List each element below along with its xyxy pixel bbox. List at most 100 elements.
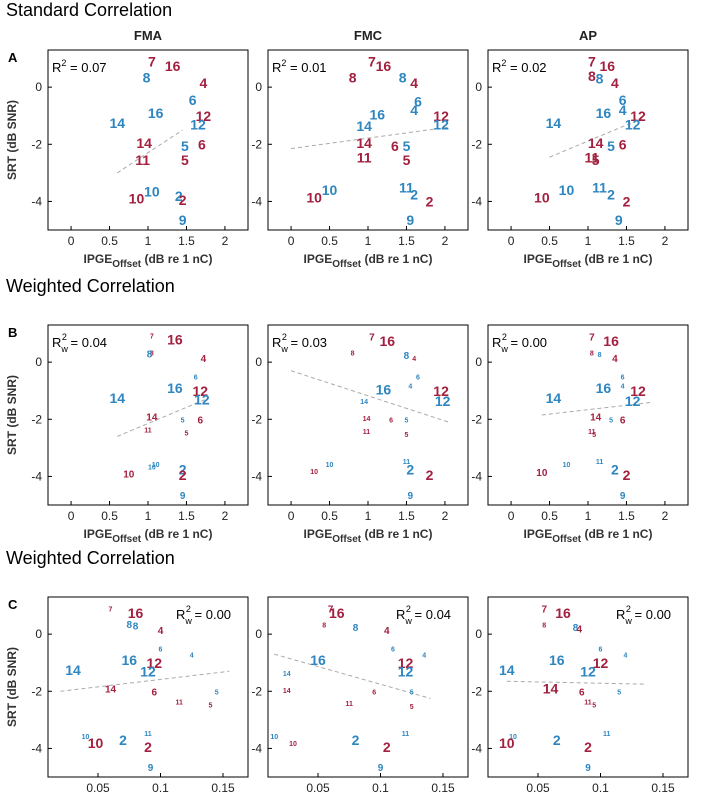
- plot-b-3-point-blue-8: 8: [598, 352, 602, 359]
- plot-a-3-trend-line: [549, 118, 643, 158]
- plot-c-3-trend-line: [506, 680, 645, 685]
- plot-a-3-point-blue-16: 16: [596, 105, 612, 121]
- plot-b-2-point-red-16: 16: [379, 333, 395, 349]
- plot-a-3-point-red-11: 11: [584, 149, 599, 165]
- plot-b-3-point-blue-10: 10: [563, 462, 571, 469]
- plot-c-3-point-red-10: 10: [499, 735, 515, 751]
- plot-a-2-point-red-2: 2: [426, 194, 434, 210]
- plot-c-1-ytick-label: -4: [31, 741, 42, 755]
- section-title-standard: Standard Correlation: [6, 0, 173, 20]
- plot-a-3-point-blue-4: 4: [619, 102, 627, 118]
- plot-c-1-point-red-2: 2: [144, 739, 152, 755]
- plot-c-3-xtick-label: 0.1: [592, 781, 609, 795]
- plot-c-1-point-red-5: 5: [209, 702, 213, 709]
- plot-c-1-point-blue-12: 12: [140, 663, 156, 679]
- plot-c-1-xtick-label: 0.05: [86, 781, 110, 795]
- plot-b-3-point-red-5: 5: [592, 432, 596, 439]
- plot-a-1-point-blue-12: 12: [190, 116, 206, 132]
- plot-b-1-point-blue-10: 10: [148, 465, 156, 472]
- plot-b-3-point-red-8: 8: [590, 350, 594, 357]
- plot-b-3-point-red-2: 2: [623, 467, 631, 483]
- plot-c-1-point-blue-14: 14: [65, 662, 81, 678]
- plot-b-1-point-red-8: 8: [150, 350, 154, 357]
- plot-c-1-point-blue-10: 10: [82, 734, 90, 741]
- plot-b-2-point-blue-14: 14: [360, 399, 368, 406]
- plot-c-3-point-blue-16: 16: [549, 652, 565, 668]
- plot-c-2-stat-label: Rw2 = 0.04: [396, 604, 451, 626]
- plot-b-1-point-blue-12: 12: [194, 391, 210, 407]
- plot-c-2-point-red-10: 10: [289, 741, 297, 748]
- y-axis-label: SRT (dB SNR): [5, 375, 19, 455]
- plot-a-2-point-red-12: 12: [433, 108, 449, 124]
- plot-b-2-ytick-label: 0: [255, 355, 262, 369]
- plot-c-3-point-red-8: 8: [542, 622, 546, 629]
- plot-b-2-point-blue-12: 12: [435, 393, 451, 409]
- plot-c-2-point-red-8: 8: [322, 622, 326, 629]
- plot-b-1-point-blue-14: 14: [109, 390, 125, 406]
- plot-b-2-point-blue-2: 2: [406, 461, 414, 477]
- plot-a-1-point-blue-9: 9: [179, 212, 187, 228]
- plot-b-1-point-blue-6: 6: [194, 375, 198, 382]
- plot-c-3-point-blue-6: 6: [599, 647, 603, 654]
- plot-b-1-point-red-7: 7: [150, 333, 154, 340]
- plot-c-1-xtick-label: 0.15: [211, 781, 235, 795]
- row-letter-b: B: [8, 325, 17, 340]
- plot-a-1-x-axis-label: IPGEOffset (dB re 1 nC): [84, 252, 213, 270]
- plot-b-3-xtick-label: 0.5: [541, 509, 558, 523]
- plot-c-2-trend-line: [274, 653, 431, 699]
- plot-a-3-point-red-4: 4: [611, 75, 619, 91]
- plot-b-1-point-blue-8: 8: [147, 350, 153, 361]
- plot-c-3-point-red-16: 16: [555, 605, 571, 621]
- plot-b-2-point-red-7: 7: [369, 332, 375, 343]
- plot-a-3-point-red-16: 16: [599, 58, 615, 74]
- plot-a-3-xtick-label: 0.5: [541, 234, 558, 248]
- plot-b-3-point-blue-14: 14: [546, 390, 562, 406]
- plot-b-3-point-red-16: 16: [603, 333, 619, 349]
- plot-a-2-point-blue-5: 5: [403, 138, 411, 154]
- plot-c-1-point-blue-2: 2: [119, 732, 127, 748]
- plot-c-3-point-blue-2: 2: [553, 732, 561, 748]
- plot-b-2-ytick-label: -4: [251, 469, 262, 483]
- plot-c-3-point-red-2: 2: [584, 739, 592, 755]
- plot-c-2-point-blue-6: 6: [391, 647, 395, 654]
- plot-b-2-point-red-11: 11: [363, 429, 371, 436]
- plot-a-2-trend-line: [291, 126, 449, 150]
- plot-a-3-point-red-7: 7: [588, 54, 596, 70]
- plot-a-3-point-red-6: 6: [619, 136, 627, 152]
- plot-b-1-xtick-label: 1: [145, 509, 152, 523]
- plot-b-3-axes-box: [487, 324, 689, 506]
- plot-a-1-point-blue-5: 5: [181, 138, 189, 154]
- plot-b-2-point-blue-8: 8: [404, 351, 410, 362]
- plot-c-2-axes-box: [267, 596, 469, 778]
- plot-a-2-ytick-label: -2: [251, 137, 262, 151]
- plot-b-3-trend-line: [541, 401, 654, 416]
- plot-a-1-ytick-label: 0: [35, 80, 42, 94]
- plot-c-3-point-blue-11: 11: [603, 731, 611, 738]
- plot-a-1-point-red-10: 10: [129, 191, 145, 207]
- plot-a-2-xtick-label: 2: [442, 234, 449, 248]
- plot-b-2-xtick-label: 1.5: [398, 509, 415, 523]
- plot-c-3-point-red-4: 4: [576, 624, 582, 635]
- plot-a-1-point-red-12: 12: [196, 108, 212, 124]
- plot-c-3-point-blue-12: 12: [580, 663, 596, 679]
- plot-b-3-point-red-14: 14: [590, 412, 602, 423]
- plot-a-2-point-red-16: 16: [376, 58, 392, 74]
- plot-b-1-trend-line: [117, 398, 206, 437]
- plot-c-2-xtick-label: 0.1: [372, 781, 389, 795]
- plot-a-2-point-blue-8: 8: [399, 69, 407, 85]
- plot-c-1-point-blue-16: 16: [121, 652, 137, 668]
- plot-a-3-point-red-8: 8: [588, 68, 596, 84]
- plot-c-2-point-red-11: 11: [346, 701, 354, 708]
- plot-b-2-x-axis-label: IPGEOffset (dB re 1 nC): [304, 527, 433, 545]
- plot-c-2-xtick-label: 0.05: [306, 781, 330, 795]
- plot-a-2-point-red-5: 5: [403, 152, 411, 168]
- plot-a-1-xtick-label: 0.5: [101, 234, 118, 248]
- plot-a-3-xtick-label: 1: [585, 234, 592, 248]
- plot-a-1-point-blue-14: 14: [109, 115, 125, 131]
- plot-a-3-point-red-14: 14: [588, 135, 604, 151]
- plot-b-2-xtick-label: 0.5: [321, 509, 338, 523]
- plot-c-1-point-blue-9: 9: [148, 763, 154, 774]
- plot-b-2-point-blue-6: 6: [416, 375, 420, 382]
- plot-c-1-point-red-4: 4: [158, 626, 164, 637]
